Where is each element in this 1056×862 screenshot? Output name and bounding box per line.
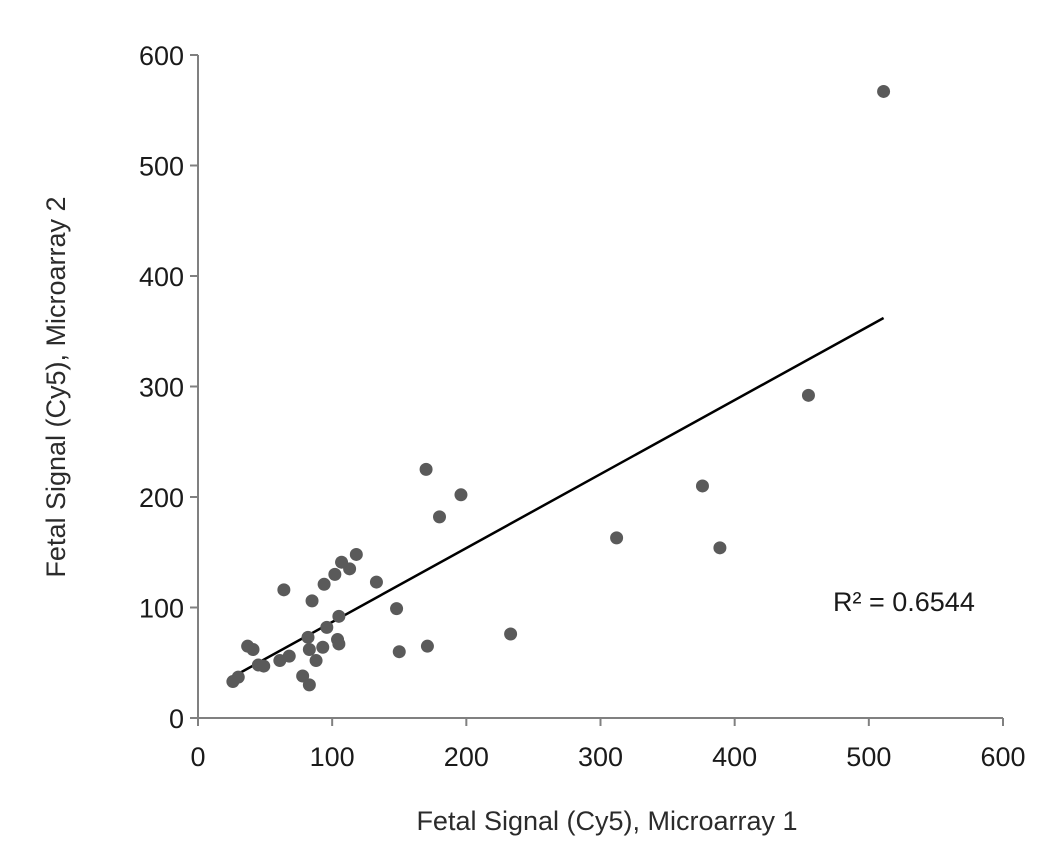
data-point [350,548,363,561]
x-tick-label: 600 [980,742,1025,772]
y-tick-label: 100 [139,594,184,624]
data-point [421,640,434,653]
data-point [332,610,345,623]
data-point [302,631,315,644]
axes: 0 100 200 300 400 500 600 0 100 200 300 400 500 600 [139,41,1026,772]
data-points [226,85,890,691]
x-tick-label: 100 [310,742,355,772]
x-tick-label: 400 [712,742,757,772]
data-point [328,568,341,581]
data-point [504,628,517,641]
data-point [257,660,270,673]
x-tick-label: 300 [578,742,623,772]
data-point [370,576,383,589]
y-tick-label: 0 [169,704,184,734]
data-point [802,389,815,402]
data-point [316,641,329,654]
r-squared-annotation: R² = 0.6544 [833,587,975,617]
x-axis-ticks: 0 100 200 300 400 500 600 [190,718,1025,772]
data-point [390,602,403,615]
y-tick-label: 600 [139,41,184,71]
y-tick-label: 500 [139,152,184,182]
data-point [306,594,319,607]
data-point [610,531,623,544]
data-point [713,541,726,554]
trendline [234,318,883,676]
y-tick-label: 400 [139,262,184,292]
data-point [696,479,709,492]
data-point [303,643,316,656]
data-point [318,578,331,591]
x-axis-title: Fetal Signal (Cy5), Microarray 1 [416,806,797,836]
data-point [420,463,433,476]
y-axis-ticks: 0 100 200 300 400 500 600 [139,41,198,734]
y-tick-label: 200 [139,483,184,513]
x-tick-label: 500 [846,742,891,772]
data-point [320,621,333,634]
data-point [433,510,446,523]
data-point [247,643,260,656]
data-point [454,488,467,501]
x-tick-label: 0 [190,742,205,772]
y-axis-title: Fetal Signal (Cy5), Microarray 2 [41,196,71,577]
data-point [226,675,239,688]
data-point [283,650,296,663]
data-point [877,85,890,98]
data-point [303,678,316,691]
x-tick-label: 200 [444,742,489,772]
data-point [335,556,348,569]
y-tick-label: 300 [139,373,184,403]
data-point [310,654,323,667]
data-point [277,583,290,596]
data-point [332,637,345,650]
data-point [393,645,406,658]
